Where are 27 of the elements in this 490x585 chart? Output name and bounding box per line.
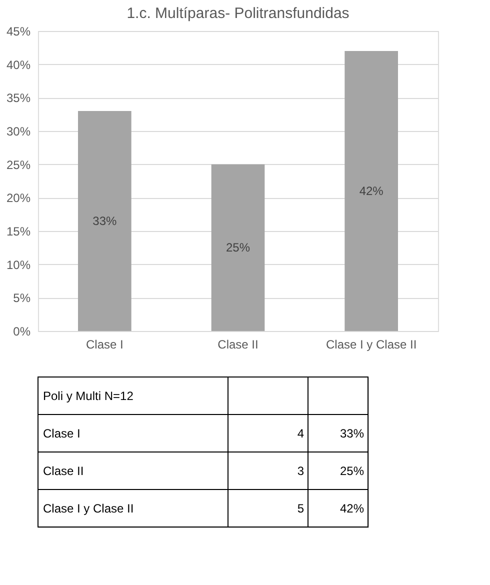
x-tick-label: Clase II: [218, 338, 258, 352]
y-tick-label: 20%: [6, 191, 31, 206]
text: 25%: [340, 464, 364, 478]
y-tick-label: 15%: [6, 224, 31, 238]
x-tick-label: Clase I: [86, 338, 124, 352]
category-label: Clase II: [43, 464, 84, 478]
text: 42%: [340, 501, 364, 516]
y-tick-label: 35%: [6, 91, 31, 106]
data-label: 25%: [226, 240, 250, 255]
y-tick-label: 10%: [6, 258, 31, 272]
data-label: 5: [297, 501, 304, 516]
category-label: Clase I: [43, 426, 80, 440]
y-tick-label: 30%: [6, 124, 31, 138]
y-tick-label: 45%: [6, 24, 31, 38]
y-tick-label: 5%: [13, 291, 31, 306]
chart-title: 1.c. Multíparas- Politransfundidas: [126, 5, 350, 22]
data-label: 3: [297, 464, 304, 478]
y-tick-label: 0%: [13, 324, 31, 338]
y-tick-label: 40%: [6, 58, 31, 72]
text: Poli y Multi N=12: [43, 388, 134, 403]
text: 33%: [340, 426, 364, 440]
y-tick-label: 25%: [6, 158, 31, 172]
category-label: Clase I y Clase II: [43, 501, 134, 516]
data-label: 33%: [92, 214, 117, 228]
data-label: 4: [297, 426, 304, 440]
x-tick-label: Clase I y Clase II: [326, 338, 417, 352]
data-label: 42%: [359, 184, 384, 198]
